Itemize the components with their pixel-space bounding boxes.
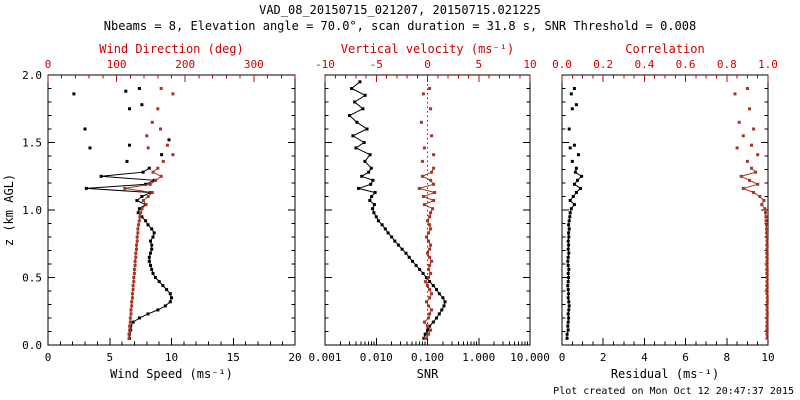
svg-text:200: 200 [175,58,195,71]
plot-subtitle: Nbeams = 8, Elevation angle = 70.0°, sca… [103,19,697,33]
svg-text:0.4: 0.4 [634,58,654,71]
svg-text:20: 20 [288,351,301,364]
svg-text:0.2: 0.2 [593,58,613,71]
svg-text:4: 4 [641,351,648,364]
svg-text:1.5: 1.5 [22,137,42,150]
snr-panel-bottom-title: SNR [417,367,439,381]
svg-text:2.0: 2.0 [22,69,42,82]
snr-panel-top-axis: -10 -5 0 5 10 Vertical velocity (ms⁻¹) [315,42,537,82]
svg-text:5: 5 [106,351,113,364]
snr-panel: 0.001 0.010 0.100 1.000 10.000 SNR -10 -5 0 5 10 Ve… [308,42,549,381]
wind-speed-profile [84,166,173,340]
svg-text:2: 2 [600,351,607,364]
residual-profile [565,166,584,340]
wind-panel-y-axis: 0.0 0.5 1.0 1.5 2.0 [22,69,295,352]
correlation-scatter [733,87,760,163]
svg-text:0.8: 0.8 [717,58,737,71]
svg-text:1.000: 1.000 [462,351,495,364]
svg-text:0: 0 [559,351,566,364]
svg-text:0.6: 0.6 [676,58,696,71]
residual-panel-bottom-axis: 0 2 4 6 8 10 Residual (ms⁻¹) [559,338,775,381]
residual-panel-top-title: Correlation [625,42,704,56]
residual-panel-y-axis [562,74,768,346]
wind-panel-bottom-title: Wind Speed (ms⁻¹) [110,367,233,381]
svg-text:1.0: 1.0 [758,58,778,71]
wind-panel: 0 5 10 15 20 Wind Speed (ms⁻¹) 0 100 200 300Wind … [22,42,302,381]
snr-panel-top-title: Vertical velocity (ms⁻¹) [341,42,514,56]
wind-panel-frame [47,74,296,346]
vertical-velocity-scatter [419,87,436,163]
wind-direction-profile [123,166,163,340]
plot-created-timestamp: Plot created on Mon Oct 12 20:47:37 2015 [553,386,794,397]
svg-text:100: 100 [107,58,127,71]
svg-text:0: 0 [45,58,52,71]
svg-text:10: 10 [761,351,774,364]
plot-title: VAD_08_20150715_021207, 20150715.021225 [259,3,541,17]
svg-text:6: 6 [682,351,689,364]
residual-scatter [567,87,580,163]
svg-text:5: 5 [475,58,482,71]
residual-panel-bottom-title: Residual (ms⁻¹) [611,367,719,381]
svg-text:0.5: 0.5 [22,272,42,285]
y-axis-title: z (km AGL) [2,174,16,246]
svg-text:-10: -10 [315,58,335,71]
snr-panel-y-axis [325,74,530,346]
svg-text:8: 8 [723,351,730,364]
svg-text:0: 0 [45,351,52,364]
snr-panel-bottom-axis: 0.001 0.010 0.100 1.000 10.000 SNR [308,338,550,381]
wind-panel-bottom-axis: 0 5 10 15 20 Wind Speed (ms⁻¹) [45,338,302,381]
svg-text:0.010: 0.010 [360,351,393,364]
wind-direction-scatter [145,87,175,163]
svg-text:10: 10 [165,351,178,364]
svg-text:10.000: 10.000 [510,351,550,364]
residual-panel: 0 2 4 6 8 10 Residual (ms⁻¹) 0.0 0.2 0.4 0.6 0.8 1.0… [552,42,778,381]
svg-text:0.0: 0.0 [22,339,42,352]
svg-text:15: 15 [227,351,240,364]
svg-text:0.100: 0.100 [411,351,444,364]
svg-text:300: 300 [244,58,264,71]
snr-profile [348,80,447,340]
svg-text:10: 10 [523,58,536,71]
svg-text:-5: -5 [370,58,383,71]
wind-speed-scatter [72,87,171,163]
wind-panel-top-title: Wind Direction (deg) [99,42,244,56]
vertical-velocity-profile [417,166,437,340]
residual-panel-frame [561,74,769,346]
svg-text:1.0: 1.0 [22,204,42,217]
svg-text:0.0: 0.0 [552,58,572,71]
correlation-profile [739,166,769,340]
svg-text:0: 0 [424,58,431,71]
residual-panel-top-axis: 0.0 0.2 0.4 0.6 0.8 1.0 Correlation [552,42,778,82]
svg-text:0.001: 0.001 [308,351,341,364]
